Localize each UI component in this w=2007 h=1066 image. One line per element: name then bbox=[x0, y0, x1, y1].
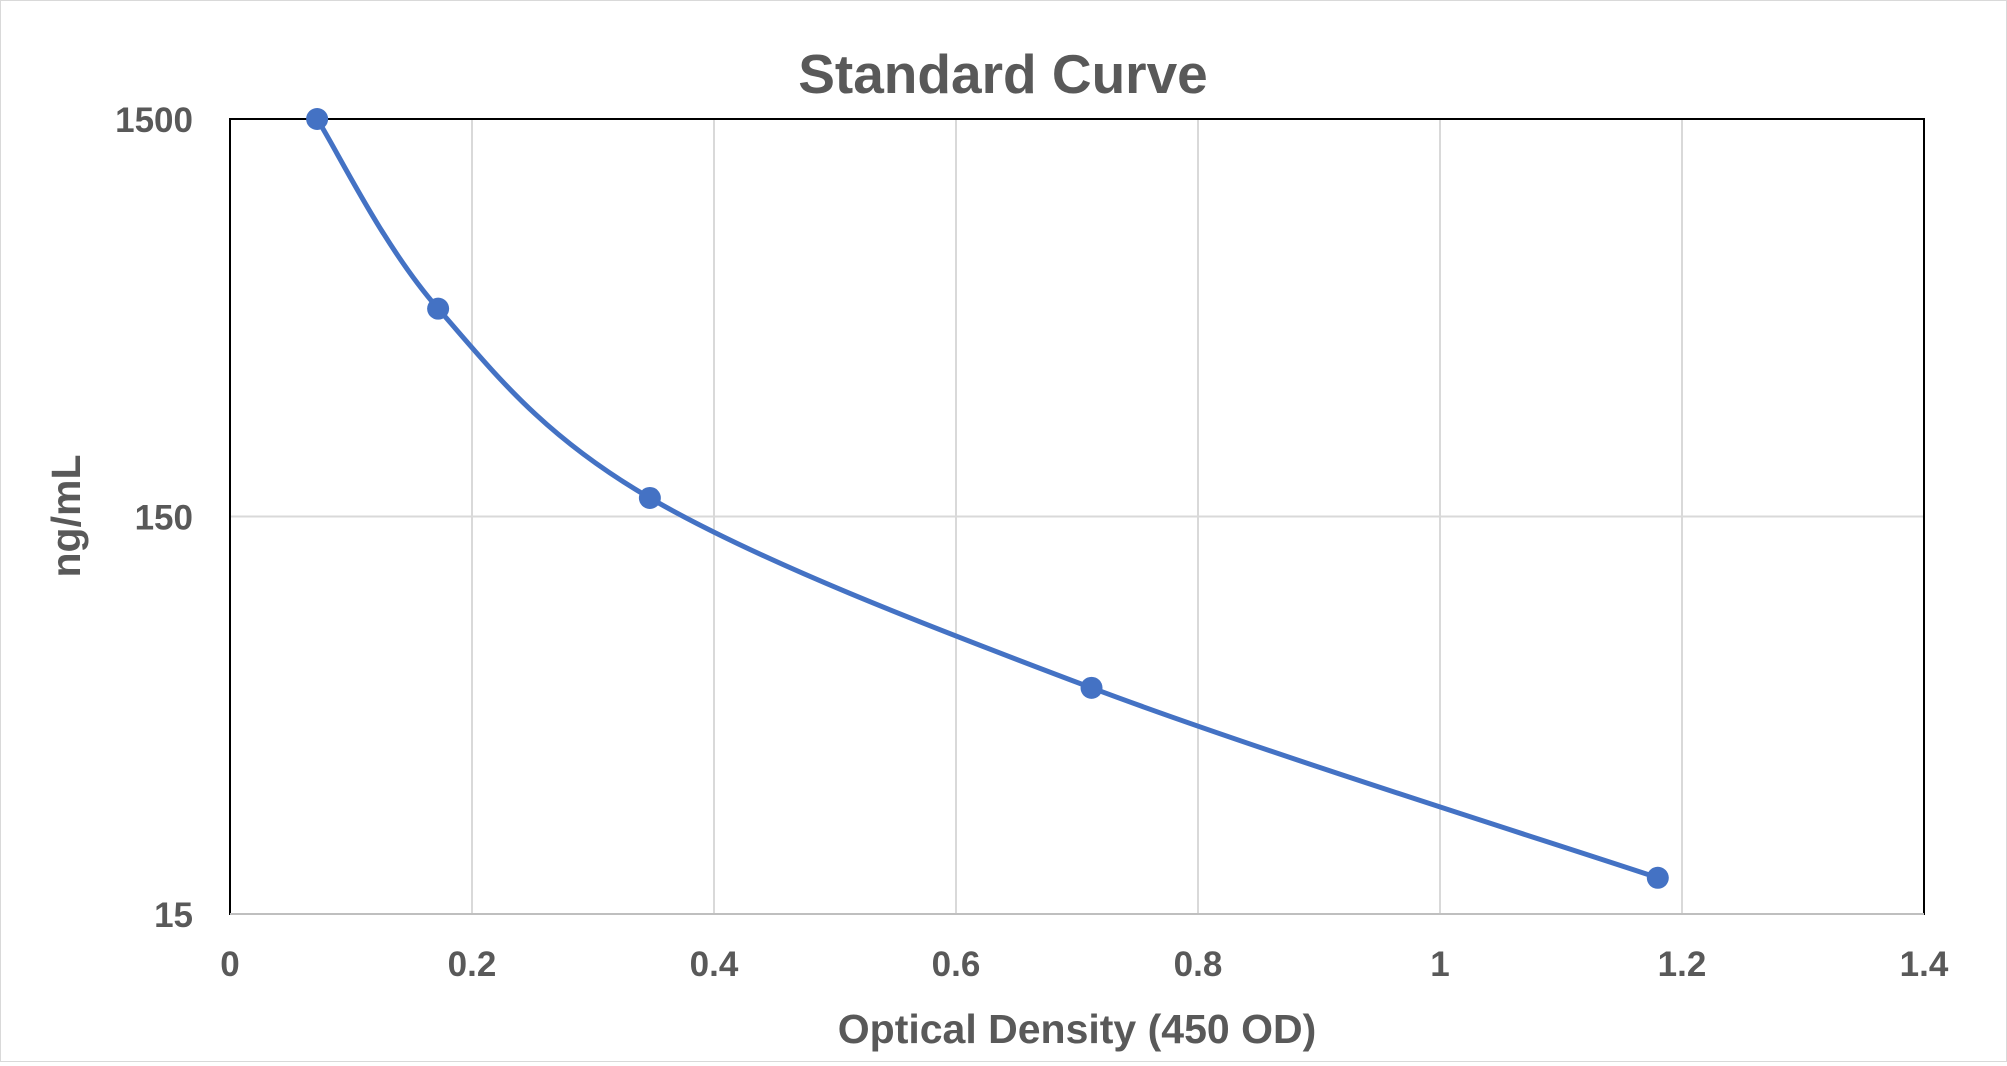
x-tick-labels: 0 0.2 0.4 0.6 0.8 1 1.2 1.4 bbox=[220, 945, 1949, 984]
data-points bbox=[306, 108, 1669, 889]
y-tick-label: 15 bbox=[154, 896, 193, 935]
x-tick-label: 1.2 bbox=[1658, 945, 1707, 984]
data-point bbox=[1646, 866, 1669, 889]
x-tick-label: 0.8 bbox=[1174, 945, 1223, 984]
data-point bbox=[1080, 676, 1103, 699]
x-tick-label: 0 bbox=[220, 945, 239, 984]
data-point bbox=[427, 297, 450, 320]
x-tick-label: 0.2 bbox=[448, 945, 497, 984]
y-tick-label: 1500 bbox=[115, 101, 193, 140]
data-point bbox=[306, 108, 329, 130]
gridlines bbox=[230, 119, 1924, 914]
x-axis-title: Optical Density (450 OD) bbox=[838, 1006, 1316, 1052]
y-axis-title: ng/mL bbox=[43, 455, 89, 578]
series-line bbox=[314, 116, 1661, 881]
x-tick-label: 1.4 bbox=[1900, 945, 1949, 984]
data-point bbox=[638, 486, 661, 509]
y-tick-label: 150 bbox=[135, 499, 193, 538]
x-tick-label: 1 bbox=[1430, 945, 1449, 984]
x-tick-label: 0.4 bbox=[690, 945, 739, 984]
x-tick-label: 0.6 bbox=[932, 945, 981, 984]
y-tick-labels: 15 150 1500 bbox=[115, 101, 193, 935]
chart-title: Standard Curve bbox=[798, 43, 1208, 105]
